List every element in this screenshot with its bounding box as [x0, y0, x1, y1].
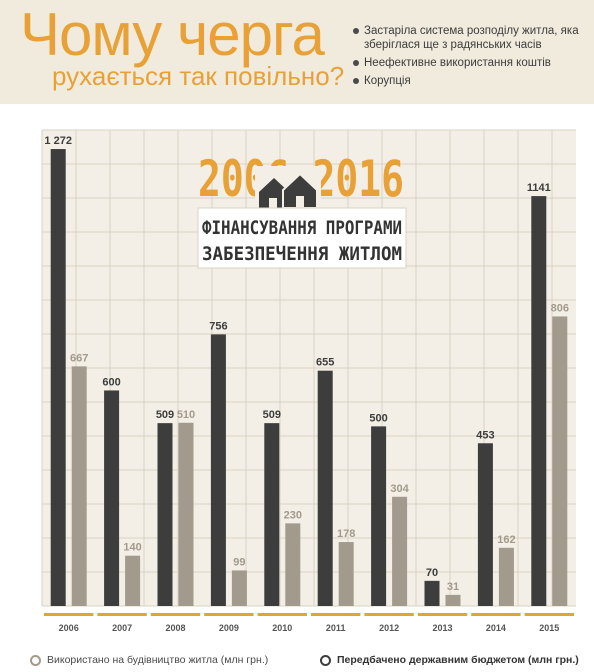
x-tick-label: 2012 — [379, 623, 399, 633]
bar-used — [338, 542, 354, 606]
badge-caption-line2: ЗАБЕЗПЕЧЕННЯ ЖИТЛОМ — [202, 243, 402, 265]
bar-used — [552, 316, 568, 606]
bar-planned — [157, 423, 173, 606]
funding-bar-chart: 2006—2016ФІНАНСУВАННЯ ПРОГРАМИЗАБЕЗПЕЧЕН… — [41, 129, 576, 633]
data-label-used: 230 — [284, 509, 302, 521]
bar-used — [231, 570, 247, 606]
legend-item-used: Використано на будівництво житла (млн гр… — [30, 654, 268, 666]
reasons-list: Застаріла система розподілу житла, яка з… — [352, 24, 592, 92]
data-label-planned: 509 — [263, 409, 281, 421]
page-subtitle: рухається так повільно? — [52, 61, 345, 91]
x-tick-label: 2007 — [112, 623, 132, 633]
bar-used — [125, 555, 141, 606]
data-label-planned: 655 — [316, 357, 334, 369]
data-label-used: 667 — [70, 352, 88, 364]
bar-planned — [210, 334, 226, 606]
legend-marker-planned — [320, 654, 331, 666]
badge-caption-box — [197, 207, 407, 269]
reason-item: Застаріла система розподілу житла, яка з… — [352, 24, 592, 52]
data-label-planned: 756 — [209, 320, 227, 332]
data-label-planned: 70 — [426, 567, 438, 579]
data-label-used: 162 — [497, 534, 515, 546]
category-marker — [257, 613, 307, 616]
page-title: Чому черга — [20, 1, 325, 68]
data-label-used: 178 — [337, 528, 355, 540]
bar-planned — [317, 370, 333, 606]
category-marker — [417, 613, 468, 616]
bar-used — [178, 422, 194, 606]
category-marker — [150, 613, 201, 616]
category-marker — [364, 613, 414, 616]
category-marker — [44, 613, 94, 616]
legend-item-planned: Передбачено державним бюджетом (млн грн.… — [320, 654, 579, 666]
bar-used — [498, 547, 514, 606]
houses-icon — [255, 166, 321, 212]
chart-legend: Використано на будівництво житла (млн гр… — [0, 648, 594, 672]
x-tick-label: 2013 — [432, 623, 452, 633]
data-label-used: 99 — [233, 556, 245, 568]
x-tick-label: 2010 — [272, 623, 292, 633]
x-tick-label: 2015 — [539, 623, 559, 633]
legend-marker-used — [30, 654, 41, 666]
bar-planned — [531, 196, 547, 606]
bar-used — [71, 366, 87, 606]
data-label-planned: 453 — [476, 429, 494, 441]
badge-caption-line1: ФІНАНСУВАННЯ ПРОГРАМИ — [202, 217, 402, 239]
data-label-planned: 600 — [102, 376, 120, 388]
data-label-planned: 1 272 — [44, 135, 72, 147]
data-label-used: 304 — [390, 483, 409, 495]
x-tick-label: 2009 — [219, 623, 239, 633]
data-label-planned: 509 — [156, 409, 174, 421]
bar-used — [445, 594, 461, 606]
category-marker — [311, 613, 361, 616]
reason-item: Корупція — [352, 74, 592, 88]
category-marker — [204, 613, 254, 616]
data-label-planned: 1141 — [527, 182, 551, 194]
x-tick-label: 2008 — [165, 623, 185, 633]
data-label-used: 806 — [551, 302, 569, 314]
bar-used — [285, 523, 301, 606]
header-band: Чому черга рухається так повільно? Заста… — [0, 0, 594, 104]
category-marker — [97, 613, 147, 616]
data-label-planned: 500 — [369, 412, 387, 424]
x-tick-label: 2011 — [326, 623, 346, 633]
bar-used — [392, 496, 408, 606]
category-marker — [471, 613, 521, 616]
data-label-used: 510 — [177, 409, 195, 421]
reason-item: Неефективне використання коштів — [352, 56, 592, 70]
bar-planned — [424, 580, 440, 606]
x-tick-label: 2006 — [59, 623, 79, 633]
bar-planned — [50, 149, 66, 606]
data-label-used: 140 — [123, 542, 141, 554]
data-label-used: 31 — [447, 581, 459, 593]
bar-planned — [104, 390, 120, 606]
bar-planned — [371, 426, 387, 606]
legend-label-planned: Передбачено державним бюджетом (млн грн.… — [337, 654, 579, 666]
x-tick-label: 2014 — [486, 623, 506, 633]
legend-label-used: Використано на будівництво житла (млн гр… — [47, 654, 269, 666]
category-marker — [524, 613, 574, 616]
bar-planned — [264, 423, 280, 606]
bar-planned — [477, 443, 493, 606]
